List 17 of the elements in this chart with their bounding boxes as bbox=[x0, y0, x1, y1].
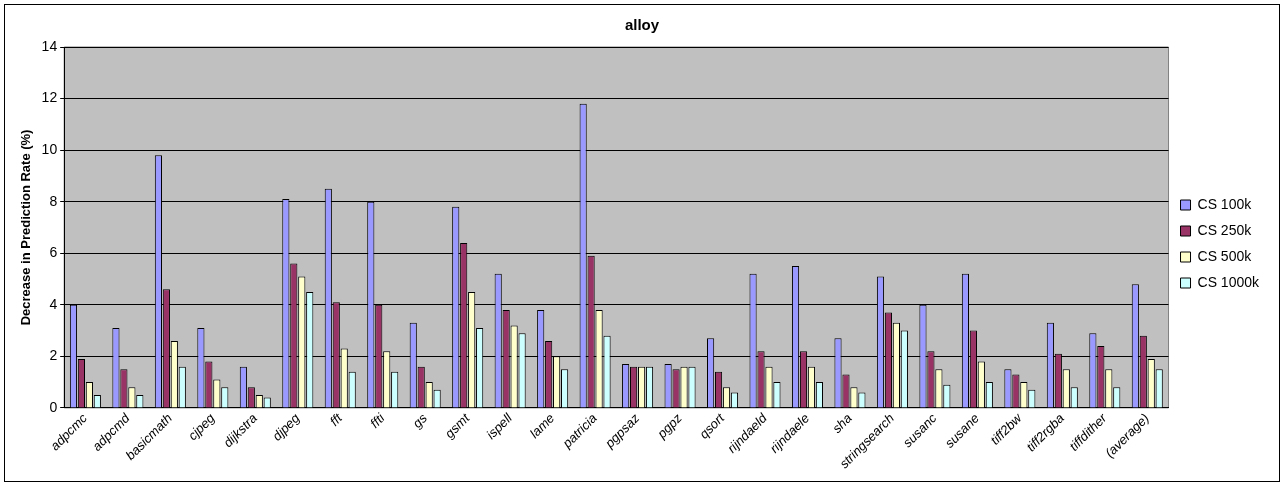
y-tick-label: 10 bbox=[41, 140, 58, 157]
legend-label: CS 500k bbox=[1197, 247, 1253, 264]
y-tick-label: 8 bbox=[49, 192, 58, 209]
legend-label: CS 100k bbox=[1197, 195, 1253, 212]
y-tick-label: 0 bbox=[49, 398, 58, 415]
legend-label: CS 1000k bbox=[1197, 273, 1260, 290]
x-tick-label: gs bbox=[409, 410, 431, 431]
x-tick-label: fft bbox=[326, 409, 346, 429]
y-tick-label: 12 bbox=[41, 89, 58, 106]
y-axis-title: Decrease in Prediction Rate (%) bbox=[18, 129, 34, 326]
chart-title: alloy bbox=[624, 16, 660, 34]
y-tick-label: 14 bbox=[41, 37, 58, 54]
y-tick-label: 6 bbox=[49, 244, 58, 261]
y-tick-label: 4 bbox=[49, 295, 58, 312]
y-tick-label: 2 bbox=[49, 347, 58, 364]
x-tick-label: ffti bbox=[367, 409, 389, 431]
legend-label: CS 250k bbox=[1197, 221, 1253, 238]
